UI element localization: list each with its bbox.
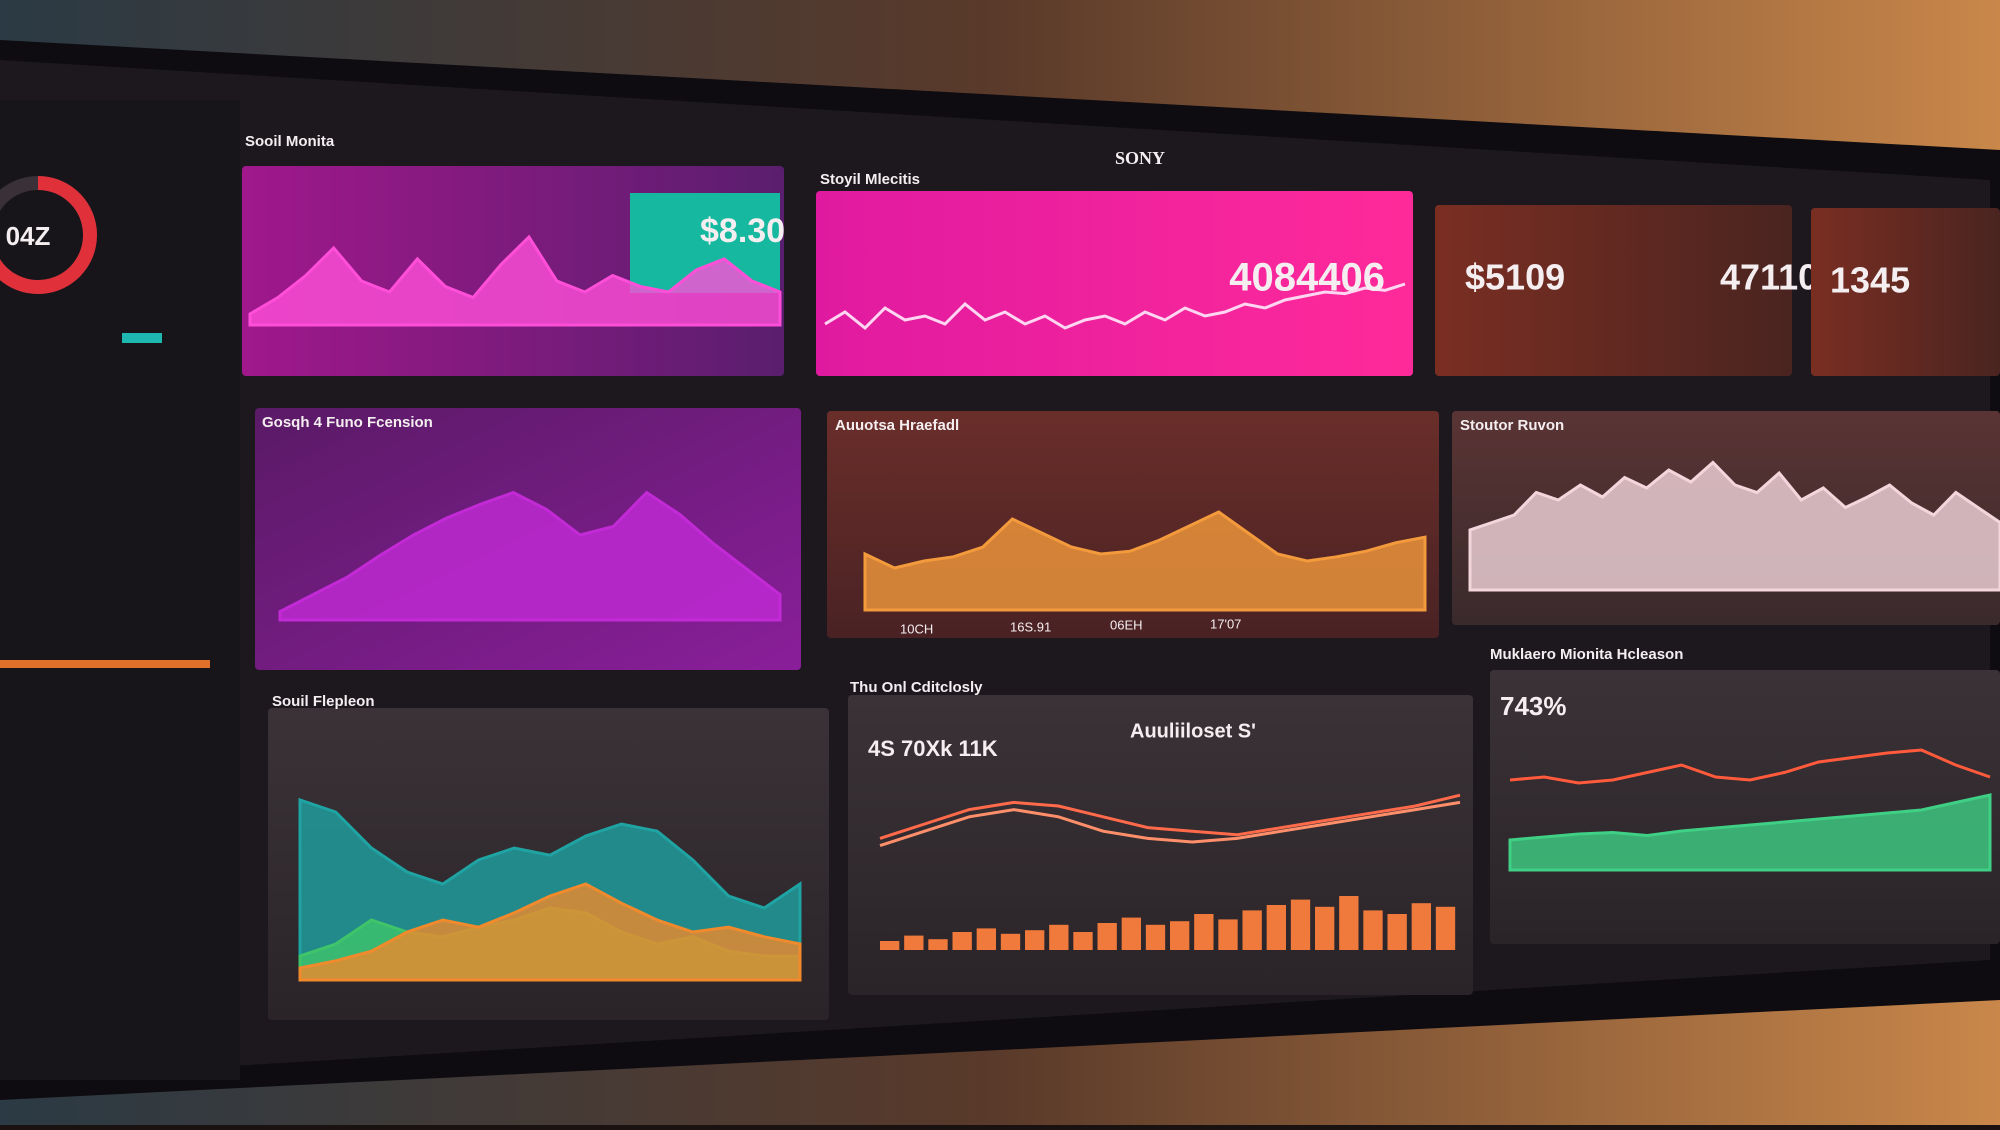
panel — [1435, 205, 1792, 376]
sidebar-chip — [122, 333, 162, 343]
kpi-value: 47110 — [1720, 257, 1818, 298]
brand: SONY — [1115, 148, 1165, 168]
gauge-label: 04Z — [6, 221, 51, 251]
bar — [1363, 910, 1383, 950]
axis-label: 06EH — [1110, 617, 1143, 632]
panel — [816, 191, 1413, 376]
bar — [1218, 919, 1238, 950]
area-series — [248, 234, 782, 327]
kpi-value: Auuliiloset S' — [1130, 720, 1256, 742]
bar — [1339, 896, 1359, 950]
panel-title: Gosqh 4 Funo Fcension — [262, 414, 433, 431]
bar — [928, 939, 948, 950]
area-series — [863, 510, 1427, 612]
panel — [1811, 208, 2000, 376]
bar — [952, 932, 972, 950]
line-series — [824, 282, 1406, 331]
kpi-value: 743% — [1500, 691, 1567, 721]
area-series — [1468, 460, 2000, 592]
bar — [1194, 914, 1214, 950]
bar — [1121, 917, 1141, 950]
bar — [1435, 906, 1456, 950]
kpi-value: $8.30 — [700, 212, 785, 250]
line-series — [1509, 748, 1991, 785]
panel-title: Souil Flepleon — [272, 693, 375, 710]
bar — [1266, 905, 1286, 950]
bar — [1097, 923, 1117, 950]
sidebar-bar — [0, 660, 210, 668]
panel-title: Auuotsa Hraefadl — [835, 417, 959, 434]
panel-title: Stoutor Ruvon — [1460, 417, 1564, 434]
kpi-value: 4084406 — [1229, 256, 1385, 300]
bar — [1387, 914, 1407, 950]
bar — [1145, 924, 1166, 950]
bar — [1290, 899, 1311, 950]
bar — [1315, 906, 1335, 950]
area-series — [1508, 793, 1992, 872]
line-series — [879, 793, 1461, 840]
bar — [976, 928, 996, 950]
bar — [1170, 921, 1190, 950]
bar — [1049, 924, 1069, 950]
sidebar — [0, 100, 240, 1080]
panel — [1490, 670, 2000, 944]
axis-label: 17'07 — [1210, 616, 1241, 631]
bar — [904, 935, 924, 950]
area-series — [298, 882, 802, 982]
bar — [1073, 932, 1093, 950]
axis-label: 10CH — [900, 621, 933, 636]
bar — [1411, 903, 1431, 950]
panel-title: Thu Onl Cditclosly — [850, 679, 983, 696]
kpi-value: 4S 70Xk 11K — [868, 736, 998, 761]
bar — [1000, 933, 1021, 950]
kpi-value: 1345 — [1830, 260, 1910, 301]
line-series — [879, 800, 1461, 848]
area-series — [278, 490, 782, 622]
panel-title: Sooil Monita — [245, 133, 335, 150]
bar — [880, 941, 900, 950]
bar — [1025, 930, 1045, 950]
kpi-value: $5109 — [1465, 257, 1565, 298]
panel-title: Muklaero Mionita Hcleason — [1490, 646, 1683, 663]
bar — [1242, 910, 1262, 950]
gauge-ring — [0, 176, 97, 294]
panel-title: Stoyil Mlecitis — [820, 171, 920, 188]
axis-label: 16S.91 — [1010, 619, 1051, 634]
